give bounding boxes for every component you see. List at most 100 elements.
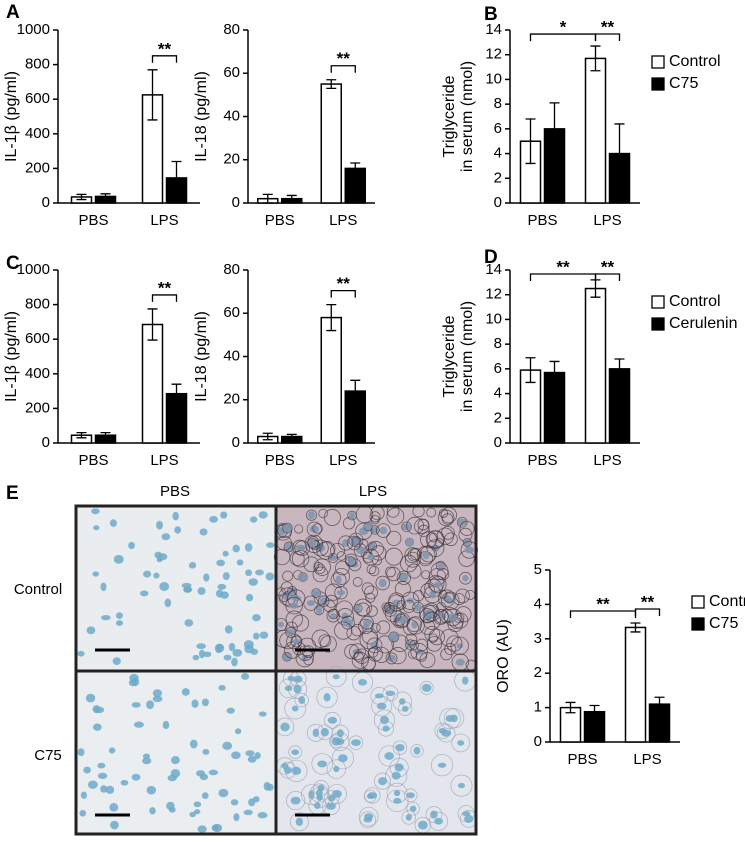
nucleus — [266, 783, 274, 791]
legend-swatch — [691, 595, 705, 609]
nucleus — [291, 595, 302, 602]
nucleus — [80, 791, 88, 799]
nucleus — [266, 542, 275, 548]
cell — [368, 541, 384, 557]
cell — [433, 609, 449, 625]
nucleus — [434, 581, 442, 588]
cell — [329, 734, 344, 749]
cell — [297, 637, 317, 657]
cell — [424, 625, 441, 642]
nucleus — [367, 553, 375, 561]
y-tick-label: 10 — [485, 70, 502, 87]
error-bar — [286, 194, 297, 203]
cell — [278, 678, 299, 699]
nucleus — [131, 702, 141, 708]
nucleus — [115, 620, 124, 627]
nucleus — [162, 720, 170, 730]
cell — [311, 539, 329, 557]
y-tick-label: 80 — [223, 261, 240, 278]
nucleus — [457, 518, 468, 526]
cell — [406, 516, 424, 535]
nucleus — [357, 679, 368, 686]
nucleus — [448, 613, 458, 622]
cell — [374, 772, 392, 790]
nucleus — [131, 677, 140, 687]
nucleus — [181, 582, 192, 589]
nucleus — [198, 649, 206, 659]
nucleus — [193, 801, 202, 808]
nucleus — [331, 736, 341, 746]
chart: 0 1 2 3 4 5 ORO (AU) PBS LPS ** ** Control C75 — [495, 561, 745, 768]
y-tick-label: 400 — [25, 125, 50, 142]
cell — [282, 570, 294, 582]
significance-bracket — [330, 289, 356, 298]
x-tick-label: LPS — [150, 212, 178, 229]
cell — [324, 594, 338, 608]
nucleus — [399, 698, 406, 705]
nucleus — [290, 602, 299, 609]
x-tick-label: PBS — [78, 452, 108, 469]
cell — [292, 614, 310, 632]
cell — [312, 523, 323, 534]
nucleus — [201, 792, 209, 799]
nucleus — [146, 700, 155, 710]
legend-label: C75 — [669, 75, 698, 92]
nucleus — [167, 774, 177, 782]
nucleus — [110, 820, 119, 830]
nucleus — [139, 590, 149, 597]
cell — [313, 780, 330, 796]
nucleus — [184, 619, 194, 627]
nucleus — [441, 729, 452, 737]
x-tick-label: LPS — [329, 212, 357, 229]
significance-label: ** — [158, 278, 172, 297]
bar — [584, 57, 607, 204]
cell — [283, 541, 295, 553]
nucleus — [222, 572, 230, 580]
cell — [325, 666, 347, 688]
y-axis-label: in serum (nmol) — [459, 301, 476, 412]
nucleus — [201, 698, 209, 707]
cell — [396, 570, 412, 585]
cell — [273, 548, 291, 566]
significance-label: ** — [601, 257, 615, 276]
cell — [389, 647, 407, 665]
nucleus — [79, 809, 87, 817]
cell — [404, 551, 421, 568]
nucleus — [421, 683, 432, 692]
nucleus — [171, 756, 180, 765]
cell — [326, 783, 347, 804]
cell — [439, 707, 461, 730]
nucleus — [191, 699, 199, 708]
nucleus — [230, 799, 239, 806]
cell — [285, 610, 303, 628]
legend-label: Control — [669, 53, 721, 70]
y-tick-label: 20 — [223, 151, 240, 168]
nucleus — [418, 820, 428, 830]
cell — [444, 592, 455, 603]
nucleus — [352, 648, 363, 655]
nucleus — [86, 626, 96, 635]
nucleus — [414, 603, 422, 612]
error-bar — [525, 357, 536, 384]
error-bar — [350, 379, 361, 403]
nucleus — [326, 802, 336, 810]
cell — [409, 640, 420, 650]
chart: 0 200 400 600 800 1000 IL-1β (pg/ml) PBS LPS ** — [3, 261, 200, 469]
cell — [386, 566, 401, 582]
nucleus — [109, 519, 117, 527]
cell — [316, 724, 333, 741]
cell — [280, 581, 294, 594]
cell — [392, 691, 413, 712]
y-tick-label: 800 — [25, 296, 50, 313]
nucleus — [462, 574, 469, 582]
nucleus — [208, 769, 219, 776]
cell — [388, 594, 405, 612]
nucleus — [156, 557, 163, 563]
nucleus — [255, 569, 264, 576]
column-label: PBS — [160, 483, 190, 500]
cell — [369, 511, 381, 523]
cell — [316, 541, 335, 560]
cell — [336, 551, 347, 561]
nucleus — [464, 539, 471, 546]
cell — [313, 605, 325, 616]
